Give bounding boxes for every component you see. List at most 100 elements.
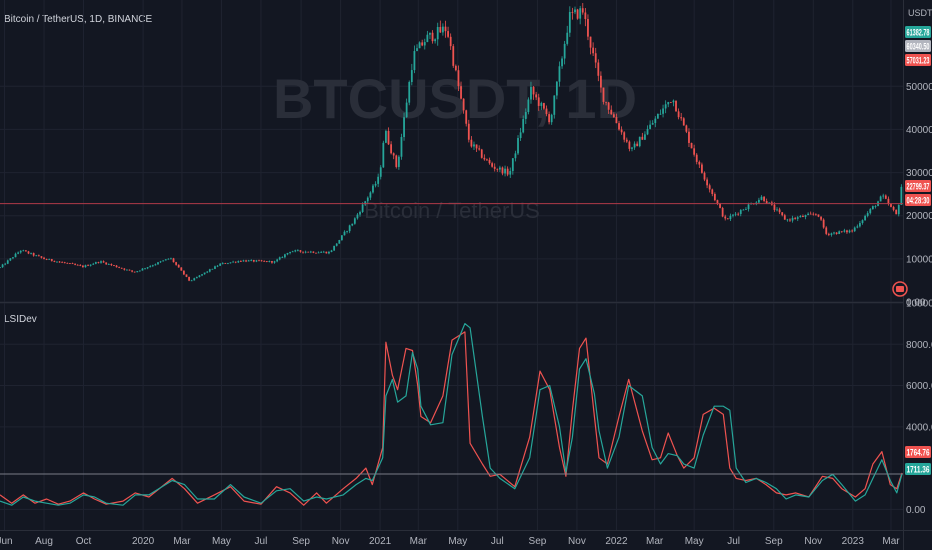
time-tick-label[interactable]: Mar (882, 536, 900, 547)
candle-body (605, 101, 607, 103)
candle-body (638, 136, 641, 147)
candle-body (799, 215, 802, 218)
candle-body (703, 172, 706, 180)
candle-body (107, 264, 110, 265)
candle-body (43, 257, 45, 260)
time-tick-label[interactable]: Mar (410, 536, 428, 547)
candle-body (123, 268, 126, 270)
time-tick-label[interactable]: Sep (529, 536, 547, 547)
currency-label: USDT (908, 8, 932, 18)
candle-body (631, 147, 633, 149)
candle-body (76, 264, 79, 266)
time-tick-label[interactable]: Sep (292, 536, 310, 547)
indicator-axis[interactable]: 10000.00 8000.00 6000.00 4000.00 0.00 (906, 299, 932, 516)
candle-body (574, 9, 576, 13)
candle-body (53, 260, 56, 262)
candle-body (879, 196, 882, 202)
candle-body (94, 262, 97, 264)
tag-text: 22799.37 (907, 182, 930, 193)
price-tick-label[interactable]: 0.00 (906, 298, 926, 309)
time-tick-label[interactable]: Mar (173, 536, 191, 547)
time-tick-label[interactable]: Oct (76, 536, 92, 547)
price-axis[interactable]: 50000.00 40000.00 30000.00 20000.00 10000.00… (906, 82, 932, 309)
candle-body (157, 262, 159, 265)
candle-body (864, 215, 866, 221)
candle-body (597, 62, 600, 76)
candle-body (701, 164, 703, 173)
candle-body (729, 215, 732, 220)
candle-body (185, 274, 188, 277)
time-axis[interactable]: Jun Aug Oct 2020 Mar May Jul Sep Nov 2021 Mar May Ju… (0, 536, 900, 547)
candle-body (848, 230, 851, 233)
candle-body (330, 250, 333, 252)
candle-body (392, 153, 395, 156)
candle-body (58, 261, 61, 263)
candle-body (789, 219, 791, 221)
time-tick-label[interactable]: Mar (646, 536, 664, 547)
price-tick-label[interactable]: 20000.00 (906, 211, 932, 222)
time-tick-label[interactable]: 2021 (369, 536, 392, 547)
alert-icon[interactable] (892, 281, 908, 297)
time-tick-label[interactable]: Sep (765, 536, 783, 547)
indicator-tick-label[interactable]: 4000.00 (906, 422, 932, 433)
candle-body (667, 102, 670, 105)
candle-body (439, 26, 442, 33)
candle-body (794, 217, 797, 219)
time-tick-label[interactable]: Jul (255, 536, 268, 547)
candle-body (511, 158, 514, 172)
candle-body (897, 204, 900, 215)
candle-body (745, 209, 747, 210)
candle-body (607, 102, 610, 110)
candle-body (203, 272, 206, 275)
price-tick-label[interactable]: 30000.00 (906, 168, 932, 179)
time-tick-label[interactable]: Jul (491, 536, 504, 547)
indicator-title[interactable]: LSIDev (4, 314, 37, 325)
time-tick-label[interactable]: Jul (727, 536, 740, 547)
candle-body (154, 264, 157, 266)
price-tick-label[interactable]: 40000.00 (906, 125, 932, 136)
candle-body (201, 274, 203, 276)
candle-body (473, 144, 475, 147)
indicator-tick-label[interactable]: 6000.00 (906, 381, 932, 392)
candle-body (22, 250, 25, 252)
tag-text: 60340.50 (907, 42, 930, 53)
candle-body (825, 227, 828, 234)
time-tick-label[interactable]: 2023 (842, 536, 865, 547)
candle-body (768, 202, 771, 204)
time-tick-label[interactable]: May (685, 536, 704, 547)
candle-body (146, 267, 149, 269)
candle-body (385, 130, 387, 143)
candle-body (216, 265, 219, 267)
time-tick-label[interactable]: 2020 (132, 536, 155, 547)
candle-body (92, 263, 95, 265)
symbol-title[interactable]: Bitcoin / TetherUS, 1D, BINANCE (4, 14, 153, 25)
candle-body (685, 125, 688, 132)
tag-bg (905, 446, 931, 458)
indicator-tick-label[interactable]: 0.00 (906, 505, 926, 516)
candle-body (247, 260, 250, 262)
tag-bg (905, 40, 931, 52)
time-tick-label[interactable]: Aug (35, 536, 53, 547)
candle-body (255, 260, 258, 262)
time-tick-label[interactable]: May (212, 536, 231, 547)
time-tick-label[interactable]: May (448, 536, 467, 547)
time-tick-label[interactable]: Nov (804, 536, 822, 547)
time-tick-label[interactable]: Jun (0, 536, 13, 547)
candle-body (30, 253, 32, 254)
candle-body (351, 223, 354, 226)
indicator-tick-label[interactable]: 8000.00 (906, 340, 932, 351)
candle-body (675, 100, 677, 112)
candle-body (436, 26, 439, 40)
candle-body (105, 262, 108, 265)
time-tick-label[interactable]: 2022 (605, 536, 628, 547)
time-tick-label[interactable]: Nov (332, 536, 350, 547)
candle-body (532, 86, 535, 95)
price-tick-label[interactable]: 10000.00 (906, 254, 932, 265)
time-tick-label[interactable]: Nov (568, 536, 586, 547)
candle-body (783, 215, 786, 220)
candle-body (838, 231, 841, 235)
price-tick-label[interactable]: 50000.00 (906, 82, 932, 93)
candle-body (379, 167, 382, 177)
indicator-tick-label[interactable]: 10000.00 (906, 299, 932, 310)
